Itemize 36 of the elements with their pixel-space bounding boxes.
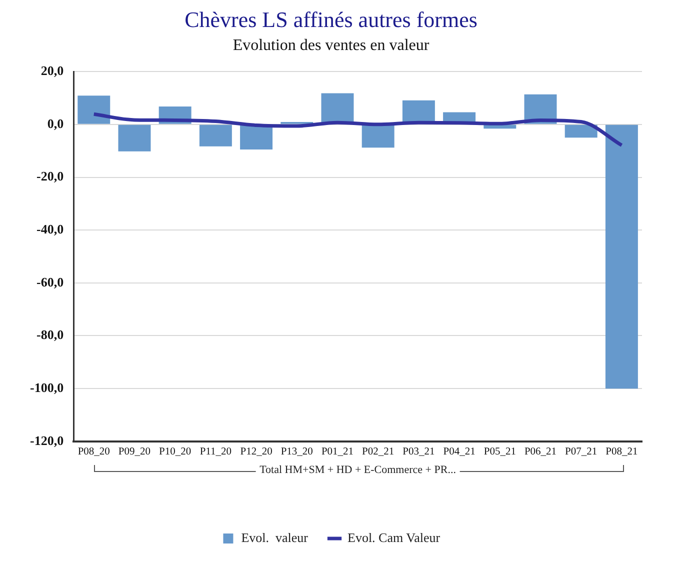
x-tick-label: P09_20 [118,446,151,458]
x-tick-label: P02_21 [362,446,394,458]
x-tick-label: P03_21 [402,446,435,458]
x-tick-label: P08_21 [606,446,638,458]
bar [321,93,354,124]
bar [362,124,394,148]
x-tick-label: P05_21 [484,446,516,458]
y-tick-label: 0,0 [47,116,64,131]
y-tick-label: -120,0 [30,432,64,448]
bar [118,124,151,152]
y-tick-label: -60,0 [36,274,64,290]
y-tick-label: 20,0 [40,62,64,78]
y-tick-label: -20,0 [36,168,64,184]
bar [605,124,638,389]
x-tick-label: P01_21 [321,446,354,458]
text: Total HM+SM + HD + E-Commerce + PR... [256,464,460,476]
y-tick-label: -80,0 [36,327,64,342]
bar [199,124,232,146]
line-series [92,112,624,148]
bar [564,124,598,138]
x-tick-label: P06_21 [524,446,557,458]
y-tick-label: -100,0 [30,380,64,395]
x-tick-label: P12_20 [240,446,272,458]
bar [240,124,273,150]
y-tick-label: -40,0 [36,221,64,236]
bar [78,96,110,124]
x-tick-label: P13_20 [280,446,313,458]
legend-label: Evol. Cam Valeur [348,530,441,545]
x-tick-label: P11_20 [200,446,232,458]
x-tick-label: P07_21 [565,446,598,458]
chart-subtitle: Evolution des ventes en valeur [232,37,430,54]
chart-title: Chèvres LS affinés autres formes [184,6,478,32]
x-tick-label: P04_21 [443,446,476,458]
legend-label: Evol. valeur [241,530,309,545]
x-tick-label: P08_20 [78,446,110,458]
x-tick-label: P10_20 [159,446,192,458]
